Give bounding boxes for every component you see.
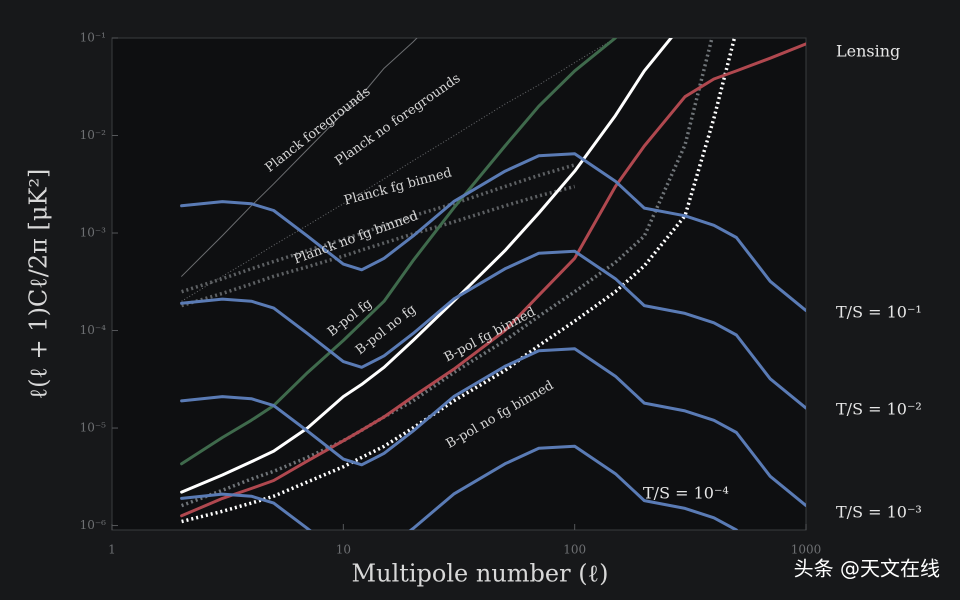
x-axis-label: Multipole number (ℓ) — [352, 560, 609, 588]
y-axis-label: ℓ(ℓ + 1)Cℓ/2π [μK²] — [25, 169, 53, 400]
series-line — [180, 38, 714, 508]
x-tick-label: 1 — [108, 543, 116, 557]
series-label: T/S = 10⁻³ — [836, 503, 922, 522]
x-tick-label: 1000 — [791, 543, 822, 557]
series-label: T/S = 10⁻² — [836, 400, 922, 419]
series-line — [180, 249, 806, 410]
plot — [180, 38, 806, 530]
y-tick-label: 10⁻¹ — [80, 31, 106, 45]
series-line — [180, 152, 806, 313]
y-tick-label: 10⁻⁴ — [80, 323, 107, 337]
series-line — [180, 38, 673, 494]
series-line — [181, 38, 616, 302]
y-tick-label: 10⁻² — [80, 128, 107, 142]
series-label: T/S = 10⁻¹ — [836, 303, 922, 322]
y-tick-label: 10⁻³ — [80, 226, 107, 240]
watermark: 头条 @天文在线 — [794, 557, 940, 581]
y-tick-label: 10⁻⁵ — [80, 421, 107, 435]
series-line — [181, 163, 576, 294]
series-label: Lensing — [836, 42, 900, 61]
x-tick-label: 10 — [336, 543, 351, 557]
series-line — [180, 444, 739, 530]
x-tick-label: 100 — [563, 543, 586, 557]
plot-area — [111, 37, 807, 531]
y-tick-label: 10⁻⁶ — [80, 518, 107, 532]
series-label: T/S = 10⁻⁴ — [643, 484, 729, 503]
series-line — [180, 42, 806, 518]
series-line — [181, 38, 418, 277]
series-line — [180, 38, 617, 466]
series-line — [180, 347, 806, 508]
